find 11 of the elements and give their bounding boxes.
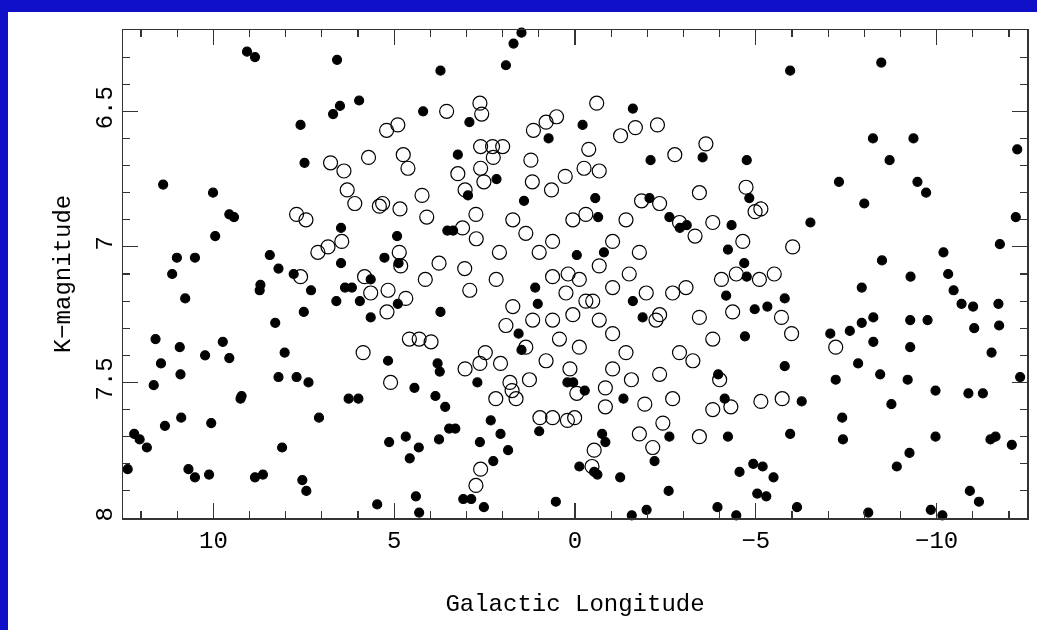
y-tick-label: 7.5 (91, 357, 119, 401)
x-tick-label: −10 (914, 528, 959, 556)
x-tick-label: 10 (198, 528, 228, 556)
y-axis-title: K−magnitude (50, 194, 78, 354)
y-tick-label: 7 (91, 236, 119, 251)
y-tick-label: 6.5 (91, 86, 119, 130)
y-tick-label: 8 (91, 507, 119, 522)
x-axis-title: Galactic Longitude (445, 591, 705, 619)
x-tick-label: −5 (741, 528, 771, 556)
x-tick-label: 5 (387, 528, 402, 556)
x-tick-label: 0 (567, 528, 583, 556)
